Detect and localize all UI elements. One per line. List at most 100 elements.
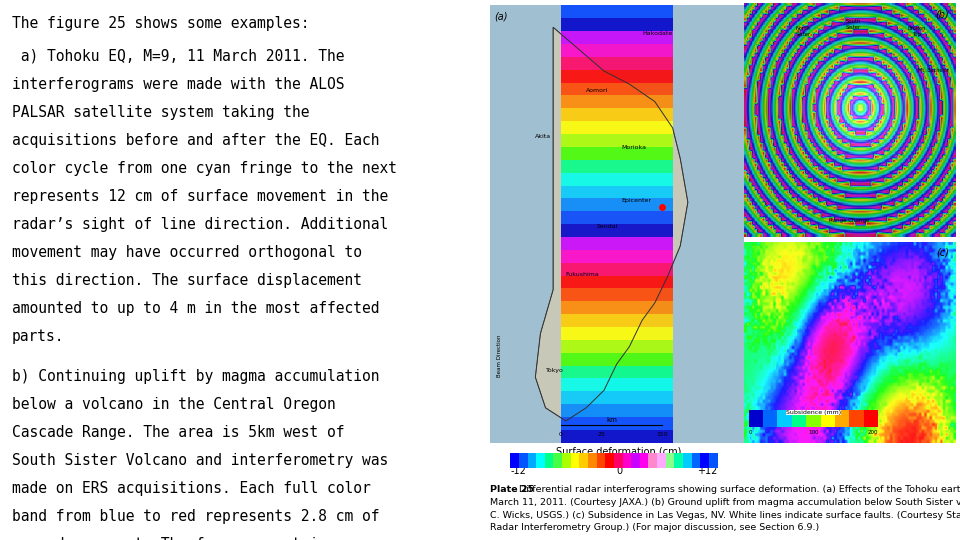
Bar [622, 453, 631, 468]
Bar [511, 453, 519, 468]
Bar [561, 417, 673, 430]
Bar [561, 109, 673, 121]
Text: March 11, 2011. (Courtesy JAXA.) (b) Ground uplift from magma accumulation below: March 11, 2011. (Courtesy JAXA.) (b) Gro… [490, 498, 960, 507]
Bar [835, 410, 850, 427]
Bar [561, 353, 673, 366]
Text: represents 12 cm of surface movement in the: represents 12 cm of surface movement in … [12, 189, 389, 204]
Bar [850, 410, 864, 427]
Text: 200: 200 [868, 430, 878, 435]
Text: (b): (b) [935, 10, 948, 20]
Bar [763, 410, 778, 427]
Bar [561, 340, 673, 353]
Text: movement may have occurred orthogonal to: movement may have occurred orthogonal to [12, 245, 362, 260]
Bar [561, 18, 673, 31]
Text: made on ERS acquisitions. Each full color: made on ERS acquisitions. Each full colo… [12, 481, 371, 496]
Bar [561, 224, 673, 237]
Bar [749, 410, 763, 427]
Bar [528, 453, 537, 468]
Bar [561, 379, 673, 392]
Text: Morioka: Morioka [622, 145, 647, 150]
Bar [561, 57, 673, 70]
Bar [561, 83, 673, 96]
Bar [605, 453, 613, 468]
Bar [806, 410, 821, 427]
Text: Hakodate: Hakodate [642, 31, 672, 36]
Bar [545, 453, 554, 468]
Text: Beam Direction: Beam Direction [497, 334, 502, 376]
Text: Fukushima: Fukushima [565, 272, 600, 277]
Bar [537, 453, 545, 468]
Text: b) Continuing uplift by magma accumulation: b) Continuing uplift by magma accumulati… [12, 369, 379, 383]
Text: Sendai: Sendai [596, 224, 617, 229]
Text: km: km [606, 417, 617, 423]
Bar [561, 250, 673, 262]
Text: interferograms were made with the ALOS: interferograms were made with the ALOS [12, 77, 345, 92]
Bar [561, 134, 673, 147]
Bar [708, 453, 717, 468]
Bar [554, 453, 563, 468]
Text: South
Sister: South Sister [846, 19, 861, 30]
Text: Radar Interferometry Group.) (For major discussion, see Section 6.9.): Radar Interferometry Group.) (For major … [490, 523, 819, 532]
Bar [561, 70, 673, 83]
Bar [561, 327, 673, 340]
Text: 150: 150 [657, 432, 668, 437]
Bar [561, 288, 673, 301]
Bar [561, 262, 673, 275]
Text: Aomori: Aomori [587, 88, 609, 93]
Bar [778, 410, 792, 427]
Bar [588, 453, 597, 468]
Text: Mt. Bachelor: Mt. Bachelor [918, 68, 948, 73]
Bar [683, 453, 691, 468]
Bar [561, 173, 673, 186]
Bar [561, 96, 673, 109]
Bar [821, 410, 835, 427]
Text: North
Sister: North Sister [795, 26, 810, 37]
Text: +12: +12 [697, 467, 717, 476]
Text: Broken
Top: Broken Top [908, 26, 926, 37]
Bar [648, 453, 657, 468]
Text: amounted to up to 4 m in the most affected: amounted to up to 4 m in the most affect… [12, 301, 379, 316]
Text: below a volcano in the Central Oregon: below a volcano in the Central Oregon [12, 397, 336, 411]
Text: this direction. The surface displacement: this direction. The surface displacement [12, 273, 362, 288]
Text: Surface deformation (cm): Surface deformation (cm) [557, 446, 682, 456]
Bar [561, 366, 673, 379]
Bar [561, 31, 673, 44]
Text: radar’s sight of line direction. Additional: radar’s sight of line direction. Additio… [12, 217, 389, 232]
Text: -12: -12 [511, 467, 526, 476]
Bar [563, 453, 571, 468]
Bar [657, 453, 665, 468]
Text: 0: 0 [616, 467, 622, 476]
Polygon shape [536, 27, 688, 421]
Bar [561, 121, 673, 134]
Text: The figure 25 shows some examples:: The figure 25 shows some examples: [12, 16, 310, 31]
Bar [561, 301, 673, 314]
Bar [792, 410, 806, 427]
Text: a) Tohoku EQ, M=9, 11 March 2011. The: a) Tohoku EQ, M=9, 11 March 2011. The [12, 49, 345, 64]
Bar [561, 237, 673, 250]
Bar [700, 453, 708, 468]
Text: C. Wicks, USGS.) (c) Subsidence in Las Vegas, NV. White lines indicate surface f: C. Wicks, USGS.) (c) Subsidence in Las V… [490, 510, 960, 519]
Text: Differential radar interferograms showing surface deformation. (a) Effects of th: Differential radar interferograms showin… [511, 485, 960, 494]
Bar [561, 404, 673, 417]
Bar [561, 186, 673, 198]
Bar [613, 453, 622, 468]
Bar [561, 392, 673, 404]
Bar [561, 198, 673, 211]
Bar [561, 44, 673, 57]
Bar [864, 410, 878, 427]
Bar [631, 453, 639, 468]
Text: Cascade Range. The area is 5km west of: Cascade Range. The area is 5km west of [12, 425, 345, 440]
Text: Range Change: Range Change [829, 218, 870, 223]
Text: ground movement. The four concentric: ground movement. The four concentric [12, 537, 327, 540]
Bar [674, 453, 683, 468]
Bar [561, 147, 673, 160]
Text: PALSAR satellite system taking the: PALSAR satellite system taking the [12, 105, 310, 120]
Bar [519, 453, 528, 468]
Bar [639, 453, 648, 468]
Text: 0: 0 [559, 432, 563, 437]
Bar [561, 430, 673, 443]
Text: Akita: Akita [536, 134, 551, 139]
Bar [571, 453, 580, 468]
Text: South Sister Volcano and interferometry was: South Sister Volcano and interferometry … [12, 453, 389, 468]
Bar [561, 275, 673, 288]
